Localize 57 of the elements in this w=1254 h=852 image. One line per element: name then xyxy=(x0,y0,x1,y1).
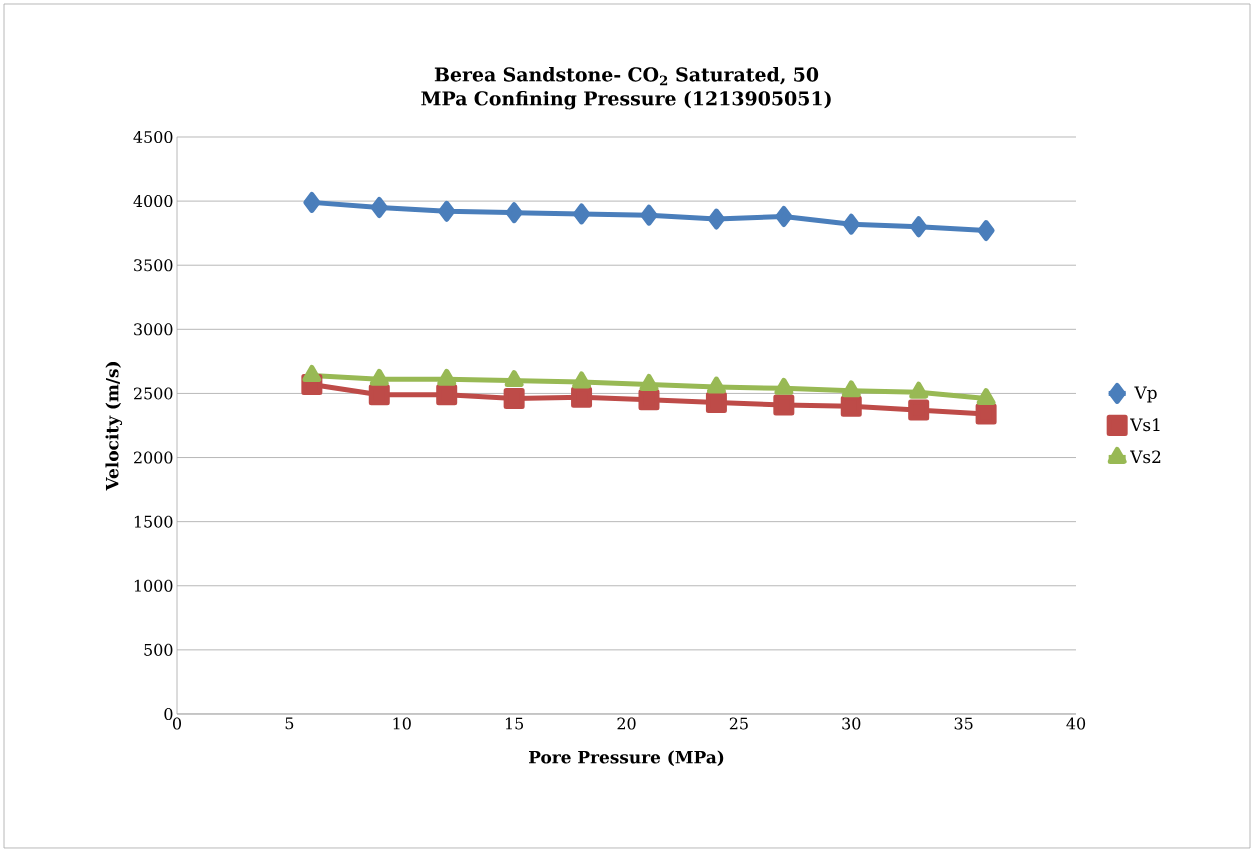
point xyxy=(638,389,660,411)
point xyxy=(975,403,997,425)
x-tick-label: 5 xyxy=(285,717,294,730)
x-tick-label: 35 xyxy=(954,717,973,730)
y-tick-label: 1500 xyxy=(134,515,173,528)
chart-title: Berea Sandstone- CO$_{2}$ Saturated, 50 MPa Confining Pressure (1213905051) xyxy=(421,67,831,110)
y-tick-label: 3500 xyxy=(134,259,173,272)
point xyxy=(302,364,322,382)
point xyxy=(370,197,388,219)
y-tick-label: 3000 xyxy=(134,323,173,336)
point xyxy=(840,395,862,417)
y-tick-label: 1000 xyxy=(134,579,173,592)
point xyxy=(437,368,457,386)
point xyxy=(303,191,321,213)
point xyxy=(368,384,390,406)
y-tick-label: 500 xyxy=(144,643,173,656)
point xyxy=(774,377,794,395)
legend-label: Vs2 xyxy=(1130,450,1161,464)
point xyxy=(369,368,389,386)
point xyxy=(640,204,658,226)
point xyxy=(573,203,591,225)
x-tick-label: 0 xyxy=(172,717,182,730)
point xyxy=(910,216,928,238)
point xyxy=(503,388,525,410)
point xyxy=(842,213,860,235)
point xyxy=(841,380,861,398)
x-tick-label: 15 xyxy=(505,717,524,730)
point xyxy=(571,386,593,408)
legend-label: Vs1 xyxy=(1130,418,1160,432)
y-tick-label: 2000 xyxy=(134,451,173,464)
point xyxy=(775,205,793,227)
point xyxy=(504,370,524,388)
point xyxy=(505,202,523,224)
x-tick-label: 30 xyxy=(842,717,861,730)
point xyxy=(707,208,725,230)
point xyxy=(773,394,795,416)
point xyxy=(908,399,930,421)
point xyxy=(909,381,929,399)
x-tick-label: 20 xyxy=(617,717,636,730)
x-axis-title: Pore Pressure (MPa) xyxy=(529,750,724,766)
x-tick-label: 10 xyxy=(393,717,411,730)
point xyxy=(436,384,458,406)
y-axis-title: Velocity (m/s) xyxy=(105,362,123,491)
point xyxy=(706,376,726,394)
y-tick-label: 4000 xyxy=(133,195,173,208)
y-tick-label: 4500 xyxy=(133,130,173,144)
x-tick-label: 40 xyxy=(1066,717,1086,730)
point xyxy=(572,371,591,389)
y-tick-label: 2500 xyxy=(134,387,173,400)
x-tick-label: 25 xyxy=(729,717,748,730)
point xyxy=(705,391,727,413)
legend-label: Vp xyxy=(1134,386,1157,403)
point xyxy=(438,200,456,222)
point xyxy=(977,220,995,242)
point xyxy=(639,373,659,391)
point xyxy=(976,388,996,406)
y-tick-label: 0 xyxy=(164,707,173,721)
